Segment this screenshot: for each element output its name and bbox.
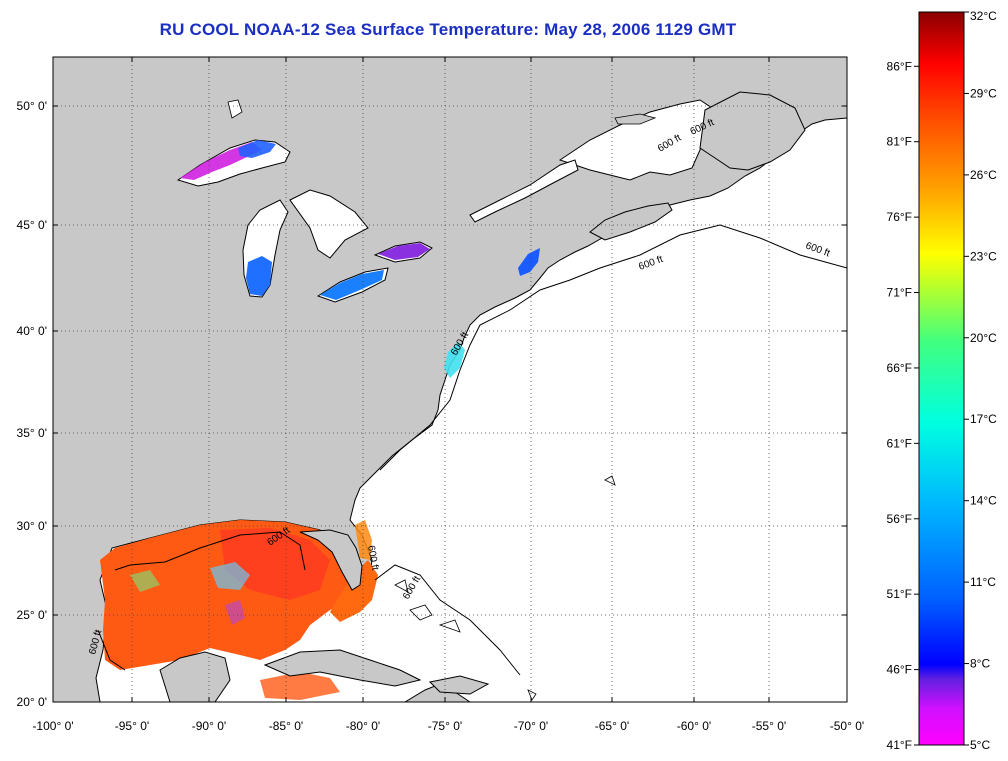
colorbar-celsius-label: 23°C bbox=[970, 249, 997, 263]
lat-label: 50° 0' bbox=[17, 99, 47, 113]
lat-label: 35° 0' bbox=[17, 426, 47, 440]
florida bbox=[299, 529, 363, 591]
contour-600ft-gulf bbox=[97, 531, 306, 671]
lat-lon-grid bbox=[53, 57, 847, 702]
florida-straits-sst bbox=[330, 560, 378, 622]
axis-ticks bbox=[52, 57, 848, 703]
latitude-labels: 50° 0' 45° 0' 40° 0' 35° 0' 30° 0' 25° 0' 20° … bbox=[17, 99, 47, 709]
colorbar-celsius-label: 14°C bbox=[970, 494, 997, 508]
colorbar-celsius-label: 20°C bbox=[970, 331, 997, 345]
contour-600ft-east bbox=[379, 224, 847, 471]
colorbar-celsius-label: 11°C bbox=[970, 575, 996, 589]
colorbar-celsius-label: 17°C bbox=[970, 412, 997, 426]
lat-label: 45° 0' bbox=[17, 218, 47, 232]
lon-label: -65° 0' bbox=[595, 719, 629, 733]
contour-label: 600 ft bbox=[365, 545, 380, 572]
gulf-hot-patch bbox=[220, 528, 330, 600]
gulf-cool-patch-1 bbox=[210, 562, 250, 590]
colorbar-fahrenheit-label: 66°F bbox=[887, 361, 912, 375]
colorbar-celsius-label: 5°C bbox=[970, 738, 990, 752]
colorbar-fahrenheit-label: 81°F bbox=[887, 135, 912, 149]
lake-erie-sst bbox=[320, 270, 384, 300]
lon-label: -85° 0' bbox=[269, 719, 303, 733]
anticosti-island bbox=[614, 113, 657, 125]
colorbar-celsius-label: 8°C bbox=[970, 657, 990, 671]
atlantic-florida-sst bbox=[355, 520, 372, 560]
yucatan bbox=[159, 651, 231, 702]
colorbar bbox=[918, 11, 965, 746]
lon-label: -95° 0' bbox=[115, 719, 149, 733]
lon-label: -60° 0' bbox=[677, 719, 711, 733]
contour-600ft-bahamas bbox=[374, 564, 521, 676]
lake-michigan-sst bbox=[246, 256, 272, 296]
map-title: RU COOL NOAA-12 Sea Surface Temperature:… bbox=[159, 20, 737, 39]
lat-label: 40° 0' bbox=[17, 324, 47, 338]
lon-label: -90° 0' bbox=[192, 719, 226, 733]
lon-label: -75° 0' bbox=[428, 719, 462, 733]
colorbar-fahrenheit-label: 41°F bbox=[887, 738, 912, 752]
colorbar-fahrenheit-label: 86°F bbox=[887, 59, 912, 73]
lat-label: 20° 0' bbox=[17, 695, 47, 709]
colorbar-fahrenheit-label: 56°F bbox=[887, 512, 912, 526]
lake-superior-sst-blue bbox=[238, 140, 276, 158]
colorbar-fahrenheit-label: 46°F bbox=[887, 663, 912, 677]
lon-label: -70° 0' bbox=[514, 719, 548, 733]
colorbar-fahrenheit-label: 76°F bbox=[887, 210, 912, 224]
hispaniola bbox=[428, 675, 490, 695]
nova-scotia bbox=[589, 202, 673, 241]
caribbean-sst bbox=[260, 672, 340, 700]
colorbar-ticks bbox=[914, 11, 969, 746]
gulf-of-maine-sst bbox=[518, 248, 540, 276]
newfoundland bbox=[699, 91, 806, 171]
colorbar-fahrenheit-label: 61°F bbox=[887, 436, 912, 450]
lon-label: -100° 0' bbox=[32, 719, 73, 733]
gulf-cool-patch-3 bbox=[130, 570, 160, 592]
map-frame bbox=[52, 56, 848, 703]
gulf-cool-patch-2 bbox=[225, 600, 245, 625]
colorbar-celsius-label: 29°C bbox=[970, 86, 997, 100]
lake-ontario-sst bbox=[378, 243, 430, 260]
lon-label: -80° 0' bbox=[346, 719, 380, 733]
lon-label: -50° 0' bbox=[830, 719, 864, 733]
colorbar-celsius-labels: 32°C 29°C 26°C 23°C 20°C 17°C 14°C 11°C 8°C 5°C bbox=[970, 9, 997, 752]
lat-label: 25° 0' bbox=[17, 608, 47, 622]
colorbar-celsius-label: 32°C bbox=[970, 9, 997, 23]
lake-winnipeg-ish bbox=[227, 99, 243, 119]
longitude-labels: -100° 0' -95° 0' -90° 0' -85° 0' -80° 0' -75°… bbox=[32, 719, 864, 733]
colorbar-fahrenheit-label: 51°F bbox=[887, 587, 912, 601]
colorbar-celsius-label: 26°C bbox=[970, 168, 997, 182]
st-lawrence-river bbox=[469, 159, 579, 223]
colorbar-fahrenheit-label: 71°F bbox=[887, 286, 912, 300]
map-panel bbox=[53, 57, 847, 702]
colorbar-fahrenheit-labels: 86°F 81°F 76°F 71°F 66°F 61°F 56°F 51°F 46°F 41°F bbox=[887, 59, 912, 752]
lake-huron bbox=[289, 189, 369, 259]
lon-label: -55° 0' bbox=[752, 719, 786, 733]
delaware-sst bbox=[444, 342, 465, 378]
lat-label: 30° 0' bbox=[17, 519, 47, 533]
small-islands bbox=[394, 475, 616, 701]
cuba bbox=[263, 649, 422, 687]
